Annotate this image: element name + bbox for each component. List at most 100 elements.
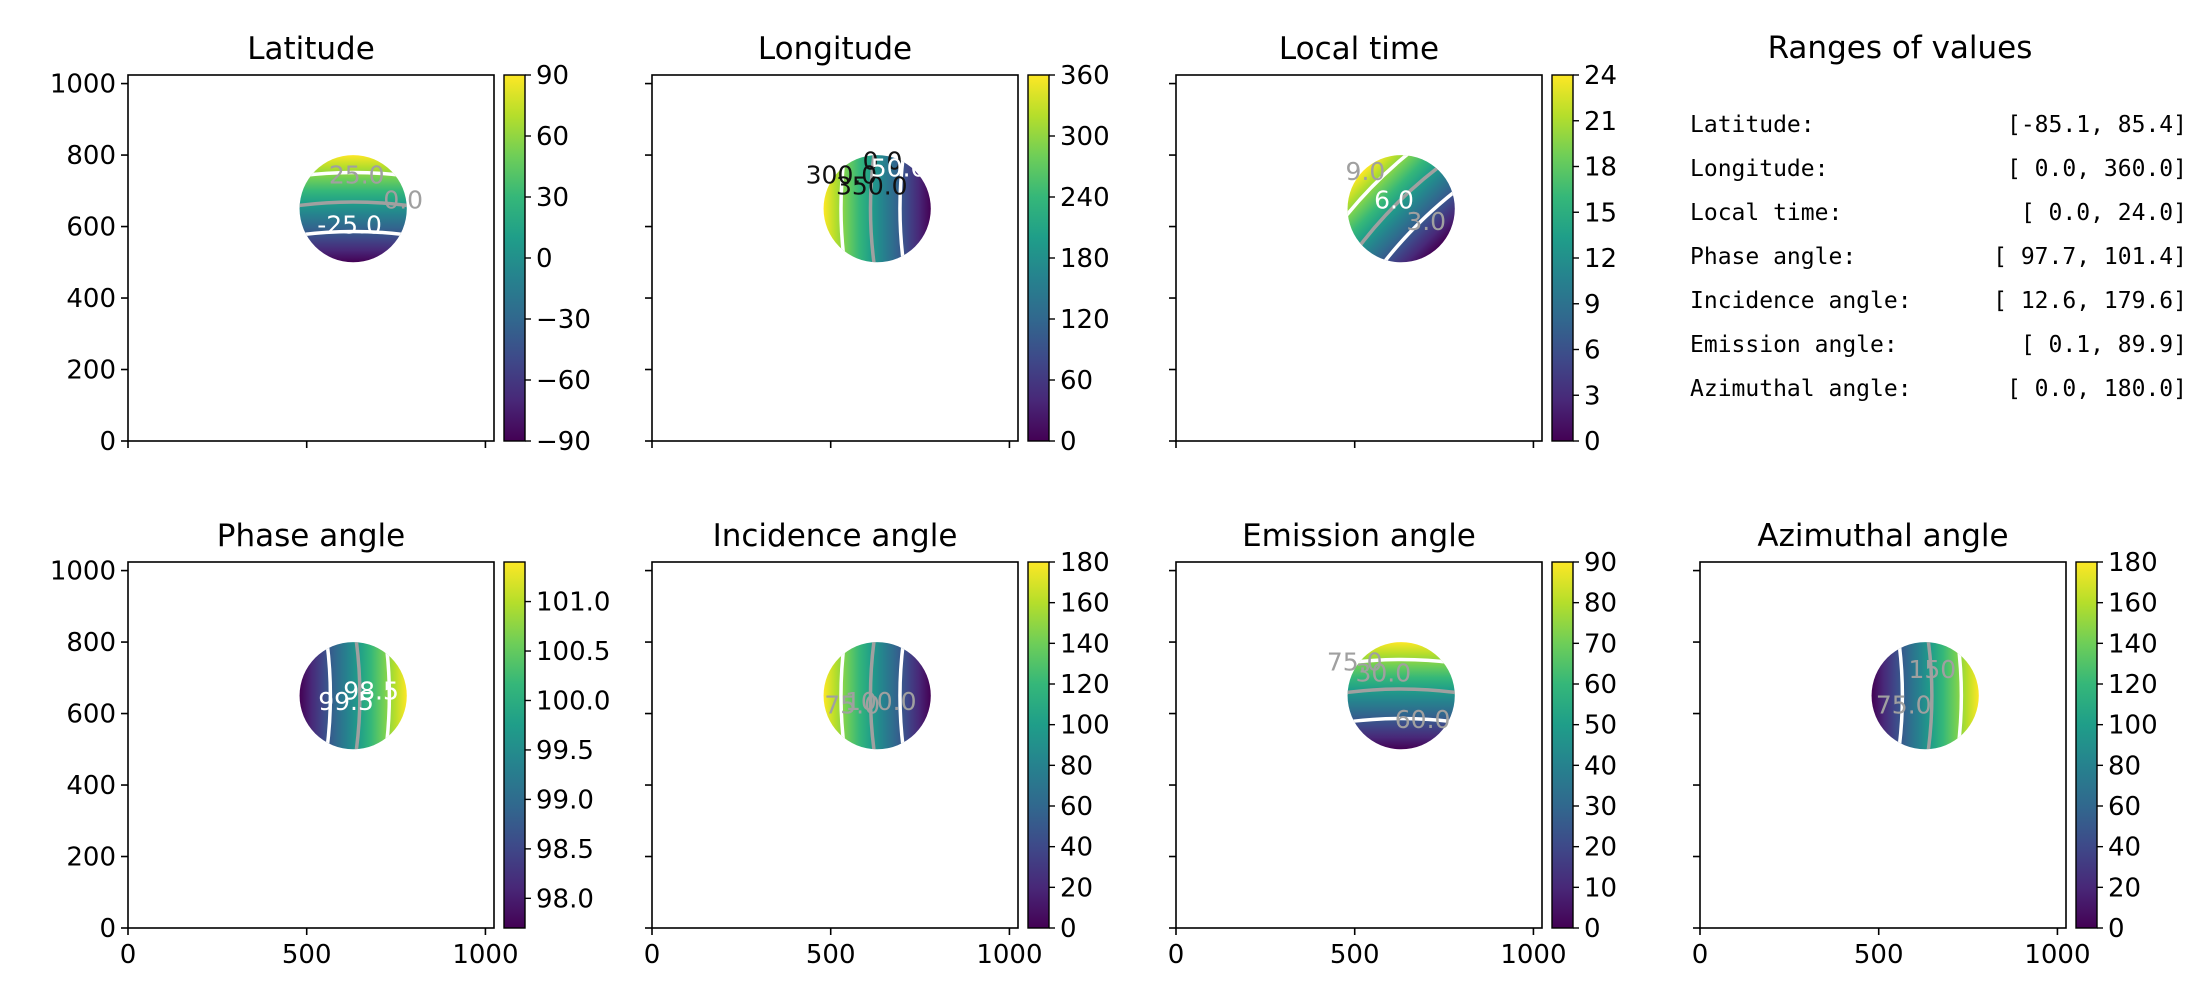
colorbar-tick-label: −90 xyxy=(536,427,591,457)
contour-line xyxy=(299,229,407,240)
contour-label: 75.0 xyxy=(1876,691,1932,720)
colorbar xyxy=(1027,561,1050,929)
colorbar-tick-label: 140 xyxy=(2108,629,2158,659)
y-tick-label: 800 xyxy=(66,628,116,658)
panel-title: Emission angle xyxy=(1242,518,1476,554)
y-tick-label: 1000 xyxy=(50,557,116,587)
colorbar-tick-label: 12 xyxy=(1584,244,1617,274)
axes-frame xyxy=(127,561,495,929)
colorbar-tick-label: 180 xyxy=(2108,548,2158,578)
colorbar-tick-label: 0 xyxy=(1584,914,1601,944)
colorbar-tick-label: 120 xyxy=(1060,670,1110,700)
contour-label: 100.0 xyxy=(845,687,917,716)
colorbar-tick-label: 80 xyxy=(2108,751,2141,781)
range-value: [ 0.0, 360.0] xyxy=(2007,156,2187,182)
y-tick-label: 600 xyxy=(66,213,116,243)
planet-disk xyxy=(823,642,931,750)
contour-lines xyxy=(839,642,909,750)
x-tick-label: 1000 xyxy=(976,940,1042,970)
colorbar-tick-label: 120 xyxy=(1060,305,1110,335)
x-tick-label: 1000 xyxy=(2024,940,2090,970)
colorbar-tick-label: 40 xyxy=(1060,833,1093,863)
contour-label: 0.0 xyxy=(383,186,423,215)
range-label: Latitude: xyxy=(1690,112,1815,138)
colorbar-tick-label: 99.0 xyxy=(536,785,594,815)
colorbar xyxy=(503,74,526,442)
range-value: [ 12.6, 179.6] xyxy=(1993,288,2187,314)
contour-line xyxy=(1347,716,1455,727)
axes-frame xyxy=(1175,74,1543,442)
x-tick-label: 0 xyxy=(120,940,137,970)
contour-line xyxy=(299,170,407,181)
colorbar-tick-label: 80 xyxy=(1060,751,1093,781)
colorbar-tick-label: 240 xyxy=(1060,183,1110,213)
colorbar-tick-label: 60 xyxy=(1060,792,1093,822)
colorbar-tick-label: 99.5 xyxy=(536,736,594,766)
contour-line xyxy=(1367,175,1455,263)
colorbar-tick-label: 20 xyxy=(2108,873,2141,903)
colorbar-tick-label: 0 xyxy=(1060,914,1077,944)
colorbar xyxy=(1027,74,1050,442)
colorbar-tick-label: 180 xyxy=(1060,548,1110,578)
colorbar-tick-label: 30 xyxy=(1584,792,1617,822)
x-tick-label: 500 xyxy=(806,940,856,970)
colorbar-tick-label: 100.0 xyxy=(536,686,610,716)
x-tick-label: 1000 xyxy=(1500,940,1566,970)
panel-title: Local time xyxy=(1279,31,1439,67)
colorbar-tick-label: 100.5 xyxy=(536,637,610,667)
axes-frame xyxy=(1175,561,1543,929)
y-tick-label: 400 xyxy=(66,771,116,801)
colorbar-tick-label: 101.0 xyxy=(536,588,610,618)
contour-label: 50.0 xyxy=(871,154,927,183)
x-tick-label: 500 xyxy=(1854,940,1904,970)
contour-lines xyxy=(321,642,392,750)
panel-title: Azimuthal angle xyxy=(1757,518,2008,554)
axes-frame xyxy=(651,561,1019,929)
planet-disk xyxy=(299,642,407,750)
colorbar-tick-label: 80 xyxy=(1584,589,1617,619)
colorbar-tick-label: 60 xyxy=(536,122,569,152)
colorbar xyxy=(2075,561,2098,929)
contour-line xyxy=(351,642,362,750)
colorbar-tick-label: 90 xyxy=(1584,548,1617,578)
contour-label: 75.0 xyxy=(824,691,880,720)
contour-line xyxy=(1347,687,1455,698)
colorbar-tick-label: 0 xyxy=(1584,427,1601,457)
colorbar-tick-label: 160 xyxy=(1060,589,1110,619)
colorbar-tick-label: 15 xyxy=(1584,198,1617,228)
panel-title: Incidence angle xyxy=(713,518,958,554)
axes-frame xyxy=(127,74,495,442)
contour-line xyxy=(868,155,879,263)
colorbar-tick-label: −30 xyxy=(536,305,591,335)
contour-lines xyxy=(839,155,909,263)
range-label: Phase angle: xyxy=(1690,244,1856,270)
colorbar-tick-label: 180 xyxy=(1060,244,1110,274)
planet-disk xyxy=(1871,642,1979,750)
panel-2: Local time 9.06.03.0 24 21 18 15 12 9 6 3 0 xyxy=(1169,31,1617,457)
contour-label: 30.0 xyxy=(1355,658,1411,687)
colorbar-tick-label: 10 xyxy=(1584,873,1617,903)
axes-frame xyxy=(651,74,1019,442)
contour-lines xyxy=(1893,642,1964,750)
colorbar-tick-label: 100 xyxy=(2108,711,2158,741)
contour-line xyxy=(898,642,909,750)
colorbar-tick-label: 6 xyxy=(1584,336,1601,366)
range-value: [ 0.1, 89.9] xyxy=(2021,332,2187,358)
colorbar-tick-label: 60 xyxy=(1584,670,1617,700)
planet-disk xyxy=(299,155,407,263)
colorbar-tick-label: 98.0 xyxy=(536,884,594,914)
contour-label: 0.0 xyxy=(863,146,903,175)
contour-line xyxy=(868,642,879,750)
contour-line xyxy=(1923,642,1934,750)
y-tick-label: 0 xyxy=(99,914,116,944)
range-value: [ 0.0, 180.0] xyxy=(2007,376,2187,402)
range-label: Emission angle: xyxy=(1690,332,1898,358)
contour-label: 9.0 xyxy=(1346,157,1386,186)
colorbar-tick-label: 60 xyxy=(1060,366,1093,396)
colorbar-tick-label: 60 xyxy=(2108,792,2141,822)
colorbar-tick-label: 360 xyxy=(1060,61,1110,91)
